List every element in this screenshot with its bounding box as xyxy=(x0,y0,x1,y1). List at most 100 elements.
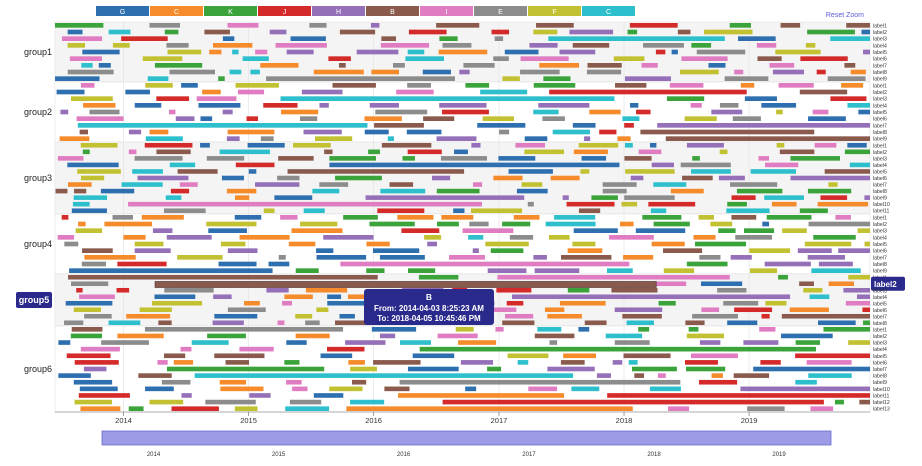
timeline-bar[interactable] xyxy=(372,248,420,253)
legend-label[interactable]: J xyxy=(283,9,287,16)
timeline-bar[interactable] xyxy=(84,313,112,319)
timeline-bar[interactable] xyxy=(196,96,237,101)
timeline-bar[interactable] xyxy=(497,274,730,280)
timeline-bar[interactable] xyxy=(350,399,385,405)
timeline-bar[interactable] xyxy=(808,373,852,378)
timeline-bar[interactable] xyxy=(316,248,334,253)
timeline-bar[interactable] xyxy=(609,235,654,240)
timeline-bar[interactable] xyxy=(480,89,528,95)
highlighted-bar[interactable] xyxy=(154,281,657,288)
timeline-bar[interactable] xyxy=(506,300,524,306)
timeline-bar[interactable] xyxy=(339,29,376,35)
timeline-bar[interactable] xyxy=(301,89,343,95)
timeline-bar[interactable] xyxy=(465,83,490,88)
timeline-bar[interactable] xyxy=(424,235,442,240)
timeline-bar[interactable] xyxy=(864,241,870,247)
timeline-bar[interactable] xyxy=(69,268,273,273)
timeline-bar[interactable] xyxy=(407,49,425,55)
timeline-bar[interactable] xyxy=(460,360,494,365)
timeline-bar[interactable] xyxy=(622,116,640,121)
timeline-bar[interactable] xyxy=(171,406,219,412)
timeline-bar[interactable] xyxy=(207,333,246,339)
timeline-bar[interactable] xyxy=(222,109,233,115)
timeline-bar[interactable] xyxy=(863,320,870,326)
timeline-bar[interactable] xyxy=(548,235,570,240)
timeline-bar[interactable] xyxy=(165,195,182,200)
timeline-bar[interactable] xyxy=(104,221,153,227)
timeline-bar[interactable] xyxy=(482,116,514,121)
timeline-bar[interactable] xyxy=(116,287,130,293)
timeline-bar[interactable] xyxy=(764,261,811,267)
timeline-bar[interactable] xyxy=(73,379,113,385)
timeline-bar[interactable] xyxy=(566,201,615,207)
timeline-bar[interactable] xyxy=(629,23,678,28)
timeline-bar[interactable] xyxy=(286,49,314,55)
timeline-bar[interactable] xyxy=(732,116,761,121)
timeline-bar[interactable] xyxy=(227,23,259,28)
timeline-bar[interactable] xyxy=(227,129,275,135)
brush-selection[interactable] xyxy=(101,430,832,446)
timeline-bar[interactable] xyxy=(455,326,474,332)
timeline-bar[interactable] xyxy=(562,195,569,200)
timeline-bar[interactable] xyxy=(779,149,815,155)
timeline-bar[interactable] xyxy=(653,221,690,227)
timeline-bar[interactable] xyxy=(237,89,265,95)
timeline-bar[interactable] xyxy=(163,353,186,359)
timeline-bar[interactable] xyxy=(137,175,189,181)
timeline-bar[interactable] xyxy=(602,188,627,194)
timeline-bar[interactable] xyxy=(462,228,514,233)
timeline-bar[interactable] xyxy=(778,83,814,88)
timeline-bar[interactable] xyxy=(515,142,546,148)
timeline-bar[interactable] xyxy=(209,49,222,55)
timeline-bar[interactable] xyxy=(329,386,363,392)
timeline-bar[interactable] xyxy=(795,353,870,359)
timeline-bar[interactable] xyxy=(374,123,424,128)
timeline-bar[interactable] xyxy=(80,175,105,181)
timeline-bar[interactable] xyxy=(305,320,320,326)
timeline-bar[interactable] xyxy=(838,248,870,253)
timeline-bar[interactable] xyxy=(627,29,638,35)
legend-label[interactable]: C xyxy=(606,9,611,16)
timeline-bar[interactable] xyxy=(260,136,274,141)
timeline-bar[interactable] xyxy=(458,340,497,345)
timeline-bar[interactable] xyxy=(537,326,562,332)
timeline-bar[interactable] xyxy=(642,215,682,220)
timeline-bar[interactable] xyxy=(371,326,417,332)
timeline-bar[interactable] xyxy=(112,43,130,48)
timeline-bar[interactable] xyxy=(220,386,264,392)
timeline-bar[interactable] xyxy=(266,76,455,81)
timeline-bar[interactable] xyxy=(139,307,172,313)
timeline-bar[interactable] xyxy=(316,307,329,313)
legend-swatch[interactable] xyxy=(420,6,473,16)
timeline-bar[interactable] xyxy=(534,333,575,339)
timeline-bar[interactable] xyxy=(200,116,213,121)
timeline-bar[interactable] xyxy=(449,255,485,260)
timeline-bar[interactable] xyxy=(66,353,111,359)
timeline-bar[interactable] xyxy=(408,29,447,35)
timeline-bar[interactable] xyxy=(225,360,250,365)
timeline-bar[interactable] xyxy=(442,43,472,48)
timeline-bar[interactable] xyxy=(710,221,733,227)
timeline-bar[interactable] xyxy=(847,103,870,108)
timeline-bar[interactable] xyxy=(849,162,870,168)
timeline-bar[interactable] xyxy=(630,175,644,181)
timeline-bar[interactable] xyxy=(830,96,867,101)
timeline-bar[interactable] xyxy=(543,76,571,81)
timeline-bar[interactable] xyxy=(71,96,113,101)
timeline-bar[interactable] xyxy=(320,353,353,359)
timeline-bar[interactable] xyxy=(848,340,870,345)
timeline-bar[interactable] xyxy=(765,162,799,168)
timeline-bar[interactable] xyxy=(520,56,569,61)
timeline-bar[interactable] xyxy=(149,129,169,135)
timeline-bar[interactable] xyxy=(61,215,69,220)
timeline-bar[interactable] xyxy=(398,393,565,398)
timeline-bar[interactable] xyxy=(686,366,726,372)
timeline-bar[interactable] xyxy=(198,103,241,108)
timeline-bar[interactable] xyxy=(762,221,770,227)
legend-swatch[interactable] xyxy=(312,6,365,16)
timeline-bar[interactable] xyxy=(790,175,870,181)
timeline-bar[interactable] xyxy=(278,156,314,161)
timeline-bar[interactable] xyxy=(156,96,190,101)
timeline-bar[interactable] xyxy=(266,287,289,293)
timeline-bar[interactable] xyxy=(799,89,848,95)
